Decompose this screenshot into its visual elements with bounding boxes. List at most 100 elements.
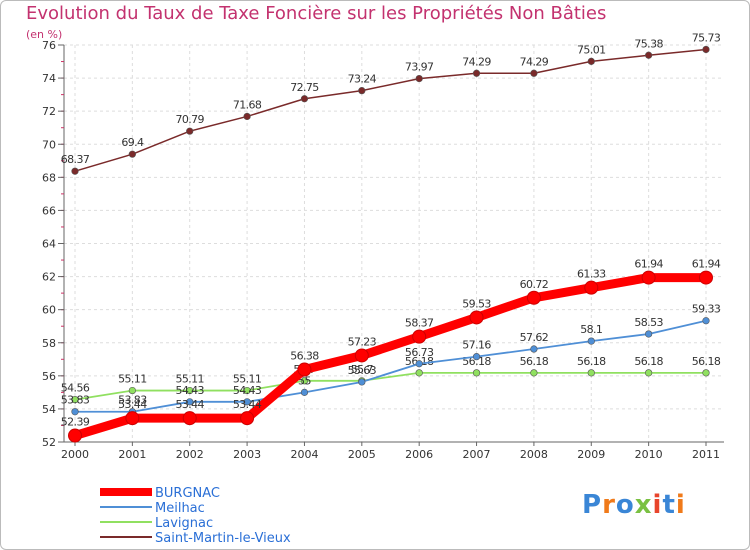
data-label: 56.18 (520, 355, 549, 368)
data-label: 55.11 (175, 373, 204, 386)
y-tick-label: 58 (42, 337, 56, 350)
data-label: 58.53 (634, 316, 663, 329)
data-point (186, 386, 194, 395)
data-label: 53.83 (61, 394, 90, 407)
legend-label: Meilhac (155, 501, 205, 516)
y-tick-label: 54 (42, 403, 56, 416)
data-point (128, 150, 136, 158)
data-point (412, 329, 427, 344)
legend-label: Saint-Martin-le-Vieux (155, 531, 291, 546)
data-label: 53.44 (118, 398, 147, 411)
data-point (584, 280, 599, 295)
data-point (530, 345, 538, 353)
logo-letter: i (652, 490, 663, 520)
logo-letter: o (615, 490, 635, 520)
data-point (243, 112, 251, 121)
legend: BURGNACMeilhacLavignacSaint-Martin-le-Vi… (100, 486, 291, 546)
data-point (182, 411, 197, 426)
x-tick-label: 2010 (635, 448, 663, 461)
data-label: 61.94 (692, 258, 721, 271)
x-tick-label: 2008 (520, 448, 548, 461)
data-label: 54.43 (233, 384, 262, 397)
series-saint-martin-le-vieux: 68.37 69.4 70.79 71.68 72.75 73.24 73.97 74.29 7… (61, 31, 721, 175)
legend-label: Lavignac (155, 516, 213, 531)
y-tick-label: 74 (42, 72, 56, 85)
series-line (70, 273, 711, 441)
data-point (702, 45, 710, 54)
x-tick-label: 2005 (348, 448, 376, 461)
data-point (587, 57, 595, 65)
data-point (415, 74, 423, 83)
data-label: 59.53 (462, 297, 491, 310)
data-point (645, 51, 653, 59)
data-label: 61.94 (634, 258, 663, 271)
data-label: 54.43 (175, 384, 204, 397)
x-tick-label: 2000 (61, 448, 89, 461)
x-tick-label: 2002 (176, 448, 204, 461)
data-label: 74.29 (520, 55, 549, 68)
y-tick-label: 72 (42, 105, 56, 118)
logo-letter: x (634, 490, 653, 520)
data-label: 71.68 (233, 98, 262, 111)
data-point (68, 428, 82, 443)
data-point (699, 270, 713, 285)
data-point (300, 95, 309, 103)
data-point (526, 290, 541, 305)
data-label: 58.1 (580, 323, 602, 336)
x-tick-label: 2011 (692, 448, 720, 461)
series-line (74, 319, 707, 413)
data-point (358, 378, 366, 386)
data-point (645, 330, 653, 338)
legend-label: BURGNAC (155, 486, 220, 501)
data-label: 73.24 (348, 73, 377, 86)
data-label: 52.39 (61, 416, 90, 429)
data-label: 75.73 (692, 31, 721, 44)
grid (64, 44, 724, 443)
data-label: 55.11 (233, 373, 262, 386)
data-point (71, 396, 79, 404)
data-point (530, 369, 538, 377)
x-tick-label: 2006 (405, 448, 433, 461)
chart-title: Evolution du Taux de Taxe Foncière sur l… (26, 3, 607, 24)
y-tick-label: 76 (42, 39, 56, 52)
data-point (358, 87, 366, 95)
data-point (125, 411, 140, 426)
data-point (243, 398, 251, 406)
data-point (472, 69, 481, 77)
data-point (472, 353, 481, 361)
x-tick-label: 2007 (463, 448, 491, 461)
data-point (243, 386, 251, 395)
data-point (641, 270, 656, 285)
y-tick-label: 60 (42, 304, 56, 317)
data-label: 55.7 (351, 363, 374, 376)
data-label: 73.97 (405, 61, 434, 74)
x-tick-label: 2009 (577, 448, 605, 461)
data-point (415, 360, 423, 368)
y-tick-label: 52 (42, 436, 56, 449)
data-point (587, 369, 595, 377)
data-point (587, 337, 595, 345)
data-label: 72.75 (290, 81, 319, 94)
y-tick-label: 56 (42, 370, 56, 383)
data-point (472, 369, 481, 377)
data-point (297, 362, 312, 377)
data-label: 57.16 (462, 339, 491, 352)
data-label: 56.18 (692, 355, 721, 368)
data-point (240, 411, 255, 426)
data-point (354, 348, 369, 363)
data-label: 70.79 (175, 113, 204, 126)
y-tick-label: 66 (42, 204, 56, 217)
y-tick-label: 68 (42, 171, 56, 184)
data-label: 58.37 (405, 317, 434, 330)
data-point (300, 377, 309, 385)
data-point (300, 388, 309, 396)
data-label: 56.18 (577, 355, 606, 368)
logo-letter: t (662, 490, 676, 520)
x-tick-label: 2001 (118, 448, 146, 461)
data-label: 61.33 (577, 268, 606, 281)
data-label: 57.62 (520, 331, 549, 344)
y-axis-unit: (en %) (26, 28, 63, 41)
